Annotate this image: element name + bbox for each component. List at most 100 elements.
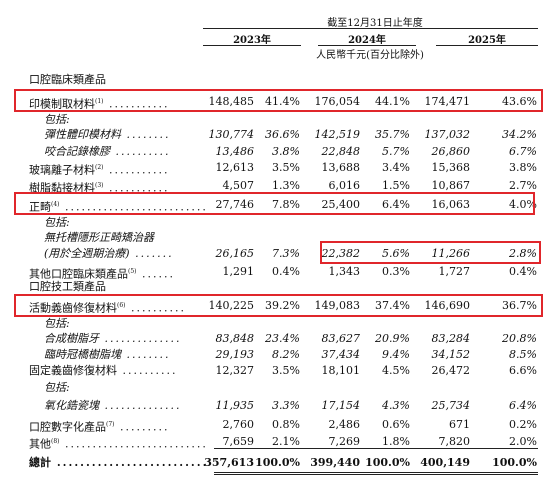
table-row: 彈性體印模材料 ........ 130,774 36.6% 142,519 35.7%… [0, 127, 550, 143]
percent-cell: 2.7% [509, 179, 537, 192]
unit-header: 人民幣千元(百分比除外) [316, 50, 424, 61]
amount-cell: 7,820 [438, 435, 471, 448]
table-row: 咬合記錄橡膠 .......... 13,486 3.8% 22,848 5.7% 26,… [0, 144, 550, 160]
year-2025-header: 2025年 [468, 35, 506, 46]
row-label: 正畸(4) .......................... [29, 197, 208, 216]
row-label: 包括: [44, 380, 70, 396]
leader-dots: ........... [103, 97, 170, 111]
percent-cell: 2.0% [509, 435, 537, 448]
amount-cell: 29,193 [215, 348, 255, 361]
table-row: 活動義齒修復材料(6) .......... 140,225 39.2% 149,08… [0, 298, 550, 317]
leader-dots: ........... [103, 163, 170, 177]
highlight-box-aligner [320, 241, 541, 264]
row-label-text: 印模制取材料 [29, 97, 95, 111]
table-row: 固定義齒修復材料 .......... 12,327 3.5% 18,101 4.5% 2… [0, 363, 550, 379]
row-label-text: 包括: [44, 317, 70, 330]
percent-cell: 3.3% [272, 399, 300, 412]
percent-cell: 0.8% [272, 418, 300, 431]
percent-cell: 0.3% [382, 265, 410, 278]
row-label: 氧化鋯瓷塊 .............. [44, 398, 181, 414]
row-label-text: 固定義齒修復材料 [29, 364, 117, 377]
amount-cell: 34,152 [431, 348, 471, 361]
amount-cell: 174,471 [424, 95, 471, 108]
amount-cell: 16,063 [431, 198, 471, 211]
amount-cell: 13,688 [321, 161, 361, 174]
amount-cell: 83,284 [431, 332, 471, 345]
percent-cell: 6.6% [509, 364, 537, 377]
percent-cell: 20.8% [502, 332, 537, 345]
row-label: 口腔臨床類產品 [29, 72, 106, 88]
row-label: 印模制取材料(1) ........... [29, 94, 169, 113]
footnote-marker: (5) [128, 268, 137, 275]
row-label-text: 口腔臨床類產品 [29, 73, 106, 86]
percent-cell: 7.8% [272, 198, 300, 211]
percent-cell: 41.4% [265, 95, 300, 108]
percent-cell: 8.2% [272, 348, 300, 361]
percent-cell: 100.0% [492, 456, 537, 469]
table-row: 氧化鋯瓷塊 .............. 11,935 3.3% 17,154 4.3%… [0, 398, 550, 414]
row-label-text: 氧化鋯瓷塊 [44, 399, 99, 412]
table-row: 正畸(4) .......................... 27,746 7.… [0, 197, 550, 216]
percent-cell: 100.0% [255, 456, 300, 469]
amount-cell: 399,440 [310, 456, 360, 469]
table-row: 合成樹脂牙 .............. 83,848 23.4% 83,627 20.… [0, 331, 550, 347]
amount-cell: 11,935 [215, 399, 255, 412]
percent-cell: 39.2% [265, 299, 300, 312]
leader-dots: .......................... [51, 456, 209, 469]
amount-cell: 12,327 [215, 364, 255, 377]
amount-cell: 12,613 [215, 161, 255, 174]
header-rule-top [203, 28, 538, 29]
row-label-text: 無托槽隱形正畸矯治器 [44, 231, 154, 244]
amount-cell: 26,860 [431, 145, 471, 158]
year-2024-header: 2024年 [348, 35, 386, 46]
row-label-text: 活動義齒修復材料 [29, 301, 117, 315]
subheading-row: 無托槽隱形正畸矯治器 [0, 230, 550, 246]
period-header: 截至12月31日止年度 [327, 18, 423, 29]
percent-cell: 2.8% [509, 247, 537, 260]
amount-cell: 146,690 [424, 299, 471, 312]
row-label: 活動義齒修復材料(6) .......... [29, 298, 186, 317]
row-label-text: 彈性體印模材料 [44, 128, 121, 141]
table-row: 其他(8) .......................... 7,659 2.1… [0, 434, 550, 451]
subheading-row: 包括: [0, 380, 550, 396]
year-2023-header: 2023年 [233, 35, 271, 46]
percent-cell: 37.4% [375, 299, 410, 312]
row-label: (用於全週期治療) ....... [44, 246, 174, 262]
amount-cell: 17,154 [321, 399, 361, 412]
amount-cell: 176,054 [314, 95, 361, 108]
amount-cell: 11,266 [431, 247, 471, 260]
header-rule-2023 [203, 45, 301, 46]
row-label-text: 口腔數字化產品 [29, 420, 106, 434]
amount-cell: 148,485 [208, 95, 255, 108]
subheading-row: 包括: [0, 316, 550, 332]
row-label: 合成樹脂牙 .............. [44, 331, 181, 347]
row-label: 無托槽隱形正畸矯治器 [44, 230, 154, 246]
total-rule-bottom [214, 472, 538, 475]
leader-dots: .......... [125, 301, 186, 315]
percent-cell: 3.4% [382, 161, 410, 174]
amount-cell: 18,101 [321, 364, 361, 377]
leader-dots: .............. [99, 332, 182, 345]
percent-cell: 6.4% [509, 399, 537, 412]
row-label: 口腔技工類產品 [29, 279, 106, 295]
amount-cell: 149,083 [314, 299, 361, 312]
total-row: 總計 .......................... 357,613 100.… [0, 455, 550, 471]
row-label: 臨時冠橋樹脂塊 ........ [44, 347, 170, 363]
amount-cell: 137,032 [424, 128, 471, 141]
leader-dots: .............. [99, 399, 182, 412]
amount-cell: 6,016 [328, 179, 361, 192]
section-heading: 口腔臨床類產品 [0, 72, 550, 88]
amount-cell: 142,519 [314, 128, 361, 141]
percent-cell: 6.7% [509, 145, 537, 158]
table-row: 其他口腔臨床類產品(5) ...... 1,291 0.4% 1,343 0.3% 1,7… [0, 264, 550, 281]
table-row: 玻璃離子材料(2) ........... 12,613 3.5% 13,688 3.4… [0, 160, 550, 177]
percent-cell: 0.2% [509, 418, 537, 431]
row-label-text: 正畸 [29, 200, 51, 214]
row-label: 固定義齒修復材料 .......... [29, 363, 177, 379]
row-label-text: 合成樹脂牙 [44, 332, 99, 345]
row-label: 包括: [44, 316, 70, 332]
row-label-text: 咬合記錄橡膠 [44, 145, 110, 158]
percent-cell: 7.3% [272, 247, 300, 260]
amount-cell: 140,225 [208, 299, 255, 312]
percent-cell: 4.5% [382, 364, 410, 377]
